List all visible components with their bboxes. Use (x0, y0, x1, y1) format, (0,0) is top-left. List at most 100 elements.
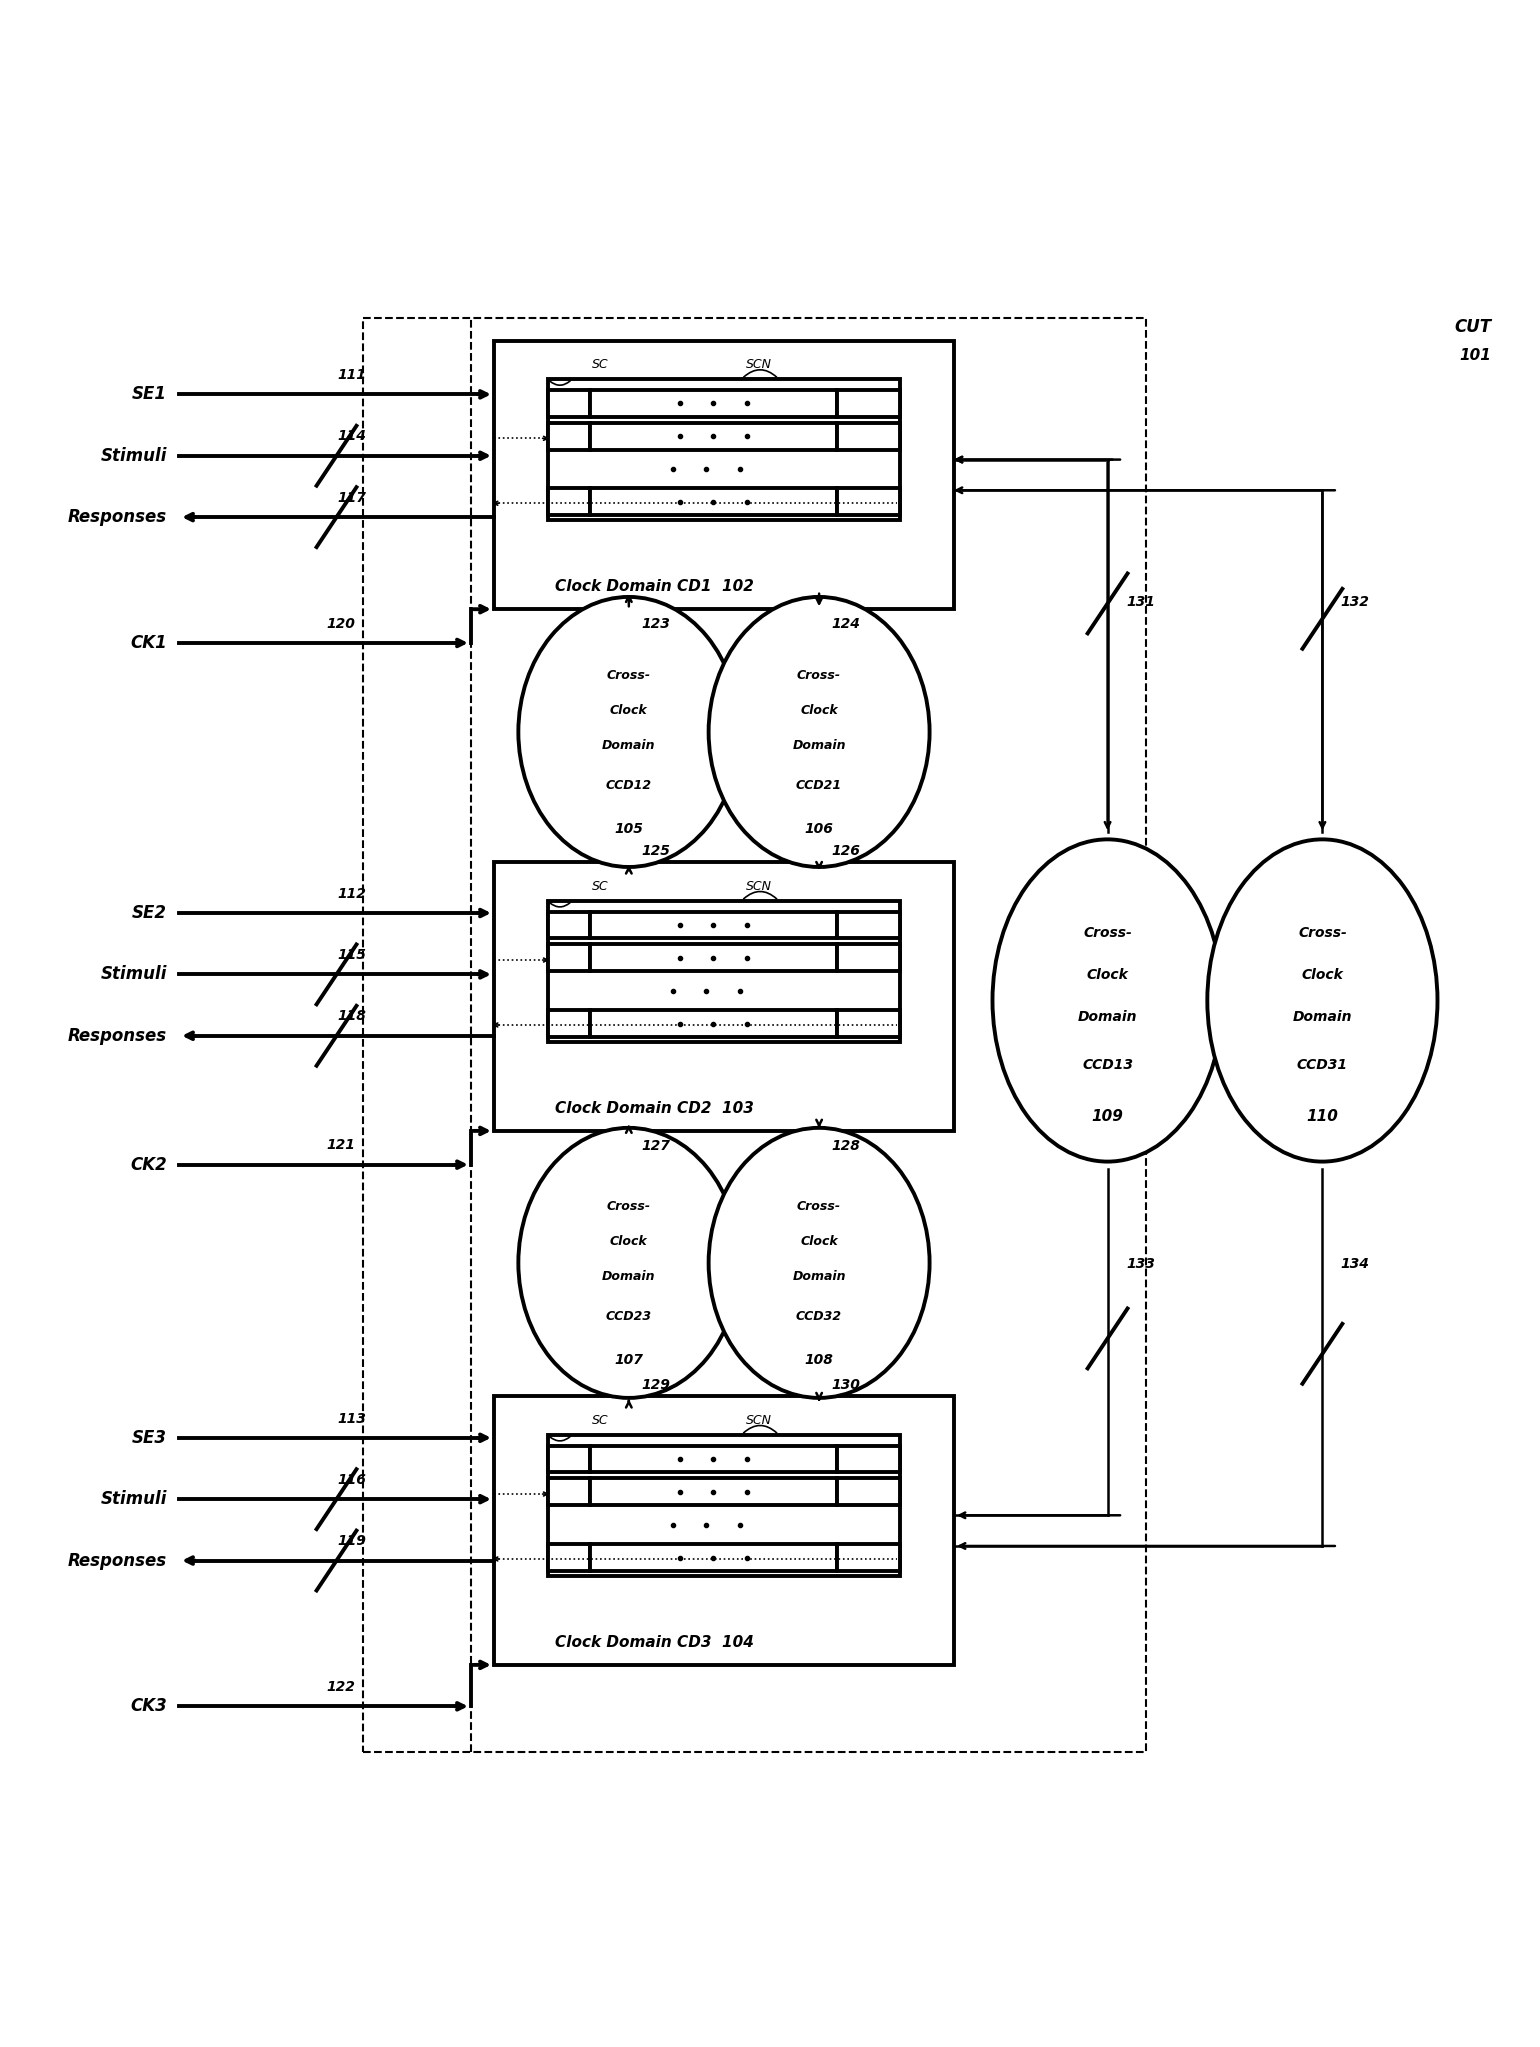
Text: CK2: CK2 (131, 1157, 166, 1173)
Text: Domain: Domain (602, 1269, 656, 1283)
FancyBboxPatch shape (836, 422, 901, 450)
Text: CUT: CUT (1454, 317, 1491, 336)
Text: 124: 124 (832, 616, 861, 630)
Text: CCD12: CCD12 (605, 780, 651, 792)
Text: CCD31: CCD31 (1297, 1058, 1348, 1073)
FancyBboxPatch shape (548, 911, 590, 938)
Text: Cross-: Cross- (1083, 925, 1132, 940)
FancyBboxPatch shape (548, 379, 901, 520)
Text: 123: 123 (641, 616, 670, 630)
FancyBboxPatch shape (548, 1543, 590, 1570)
Text: 118: 118 (337, 1009, 367, 1024)
Text: Cross-: Cross- (607, 669, 651, 682)
Text: CCD21: CCD21 (796, 780, 842, 792)
Text: 114: 114 (337, 430, 367, 444)
FancyBboxPatch shape (590, 1009, 836, 1038)
Text: Clock: Clock (1087, 968, 1129, 983)
FancyBboxPatch shape (363, 317, 1146, 1752)
FancyBboxPatch shape (548, 901, 901, 1042)
Text: 121: 121 (326, 1138, 354, 1152)
Text: Clock Domain CD2  103: Clock Domain CD2 103 (556, 1101, 755, 1116)
FancyBboxPatch shape (494, 1396, 955, 1664)
FancyBboxPatch shape (590, 911, 836, 938)
FancyBboxPatch shape (590, 489, 836, 516)
FancyBboxPatch shape (590, 944, 836, 972)
FancyBboxPatch shape (836, 1543, 901, 1570)
Text: Domain: Domain (1292, 1009, 1352, 1024)
Text: Clock: Clock (801, 704, 838, 716)
Text: 107: 107 (614, 1353, 644, 1367)
Text: SE1: SE1 (132, 385, 166, 403)
Text: 131: 131 (1126, 594, 1155, 608)
Text: 133: 133 (1126, 1257, 1155, 1271)
FancyBboxPatch shape (836, 911, 901, 938)
Text: Clock: Clock (801, 1234, 838, 1249)
Ellipse shape (519, 598, 739, 868)
Text: 127: 127 (641, 1138, 670, 1152)
FancyBboxPatch shape (590, 1478, 836, 1505)
Text: Stimuli: Stimuli (100, 1490, 166, 1509)
FancyBboxPatch shape (548, 1009, 590, 1038)
Text: 119: 119 (337, 1535, 367, 1548)
FancyBboxPatch shape (836, 389, 901, 418)
FancyBboxPatch shape (548, 944, 590, 972)
Ellipse shape (708, 598, 930, 868)
Ellipse shape (519, 1128, 739, 1398)
Ellipse shape (708, 1128, 930, 1398)
Text: SCN: SCN (747, 358, 772, 371)
FancyBboxPatch shape (548, 1435, 901, 1576)
Text: SE3: SE3 (132, 1429, 166, 1447)
Text: 128: 128 (832, 1138, 861, 1152)
Text: CK3: CK3 (131, 1697, 166, 1715)
FancyBboxPatch shape (836, 1445, 901, 1472)
Text: 111: 111 (337, 368, 367, 383)
Text: Clock: Clock (610, 1234, 648, 1249)
FancyBboxPatch shape (548, 1478, 590, 1505)
Text: SE2: SE2 (132, 905, 166, 921)
Ellipse shape (1207, 839, 1437, 1161)
FancyBboxPatch shape (494, 340, 955, 610)
Text: Stimuli: Stimuli (100, 966, 166, 983)
Text: 116: 116 (337, 1474, 367, 1486)
Text: Domain: Domain (1078, 1009, 1138, 1024)
Text: 108: 108 (805, 1353, 833, 1367)
FancyBboxPatch shape (590, 1543, 836, 1570)
Text: 129: 129 (641, 1378, 670, 1392)
Text: SCN: SCN (747, 1414, 772, 1427)
FancyBboxPatch shape (590, 389, 836, 418)
Text: CCD13: CCD13 (1083, 1058, 1133, 1073)
Text: 106: 106 (805, 823, 833, 835)
Text: SC: SC (593, 880, 608, 892)
FancyBboxPatch shape (494, 862, 955, 1130)
Text: Clock: Clock (1301, 968, 1343, 983)
FancyBboxPatch shape (548, 1445, 590, 1472)
Text: 134: 134 (1341, 1257, 1369, 1271)
Text: Cross-: Cross- (798, 1200, 841, 1212)
Text: SC: SC (593, 358, 608, 371)
Text: Clock: Clock (610, 704, 648, 716)
Text: Clock Domain CD1  102: Clock Domain CD1 102 (556, 579, 755, 594)
Text: CCD23: CCD23 (605, 1310, 651, 1324)
Text: 109: 109 (1092, 1109, 1124, 1124)
FancyBboxPatch shape (590, 1445, 836, 1472)
Text: 112: 112 (337, 886, 367, 901)
Text: 117: 117 (337, 491, 367, 506)
FancyBboxPatch shape (836, 1009, 901, 1038)
FancyBboxPatch shape (548, 389, 590, 418)
Text: 122: 122 (326, 1681, 354, 1695)
FancyBboxPatch shape (590, 422, 836, 450)
Text: Stimuli: Stimuli (100, 446, 166, 465)
Text: Responses: Responses (68, 508, 166, 526)
Text: CK1: CK1 (131, 635, 166, 651)
FancyBboxPatch shape (548, 422, 590, 450)
Text: Clock Domain CD3  104: Clock Domain CD3 104 (556, 1636, 755, 1650)
Text: Cross-: Cross- (607, 1200, 651, 1212)
Text: 132: 132 (1341, 594, 1369, 608)
FancyBboxPatch shape (836, 944, 901, 972)
FancyBboxPatch shape (836, 1478, 901, 1505)
Text: 113: 113 (337, 1412, 367, 1425)
Text: Responses: Responses (68, 1028, 166, 1044)
Text: Domain: Domain (793, 1269, 845, 1283)
Text: Cross-: Cross- (798, 669, 841, 682)
FancyBboxPatch shape (836, 489, 901, 516)
